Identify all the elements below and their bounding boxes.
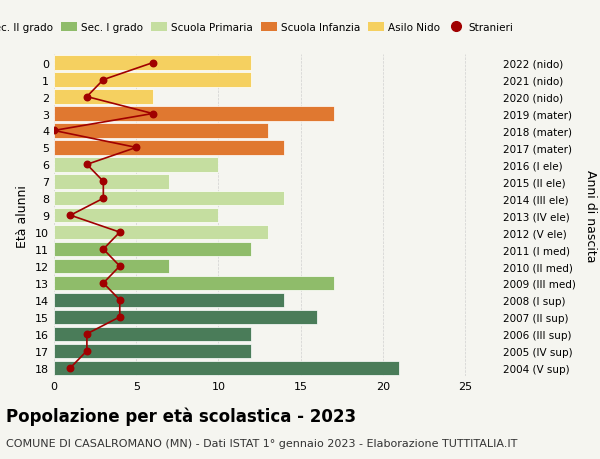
Bar [54,310,317,325]
Point [49,128,59,135]
Point [115,313,125,321]
Point [98,246,108,253]
Bar [54,141,284,155]
Bar [54,192,284,206]
Point [98,195,108,202]
Bar [54,158,218,172]
Bar [54,361,400,375]
Bar [54,107,334,122]
Point [82,161,92,168]
Bar [54,208,218,223]
Point [65,364,75,372]
Text: Popolazione per età scolastica - 2023: Popolazione per età scolastica - 2023 [6,406,356,425]
Point [98,280,108,287]
Legend: Sec. II grado, Sec. I grado, Scuola Primaria, Scuola Infanzia, Asilo Nido, Stran: Sec. II grado, Sec. I grado, Scuola Prim… [0,18,517,37]
Bar [54,175,169,189]
Point [131,145,141,152]
Bar [54,225,268,240]
Bar [54,259,169,274]
Point [98,77,108,84]
Point [148,60,157,67]
Y-axis label: Età alunni: Età alunni [16,185,29,247]
Bar [54,327,251,341]
Point [82,330,92,338]
Point [82,347,92,355]
Bar [54,242,251,257]
Point [148,111,157,118]
Bar [54,124,268,138]
Bar [54,56,251,71]
Y-axis label: Anni di nascita: Anni di nascita [584,169,597,262]
Bar [54,90,152,105]
Point [115,229,125,236]
Point [65,212,75,219]
Point [115,297,125,304]
Bar [54,344,251,358]
Point [115,263,125,270]
Bar [54,293,284,308]
Point [82,94,92,101]
Text: COMUNE DI CASALROMANO (MN) - Dati ISTAT 1° gennaio 2023 - Elaborazione TUTTITALI: COMUNE DI CASALROMANO (MN) - Dati ISTAT … [6,438,517,448]
Point [98,178,108,185]
Bar [54,73,251,88]
Bar [54,276,334,291]
